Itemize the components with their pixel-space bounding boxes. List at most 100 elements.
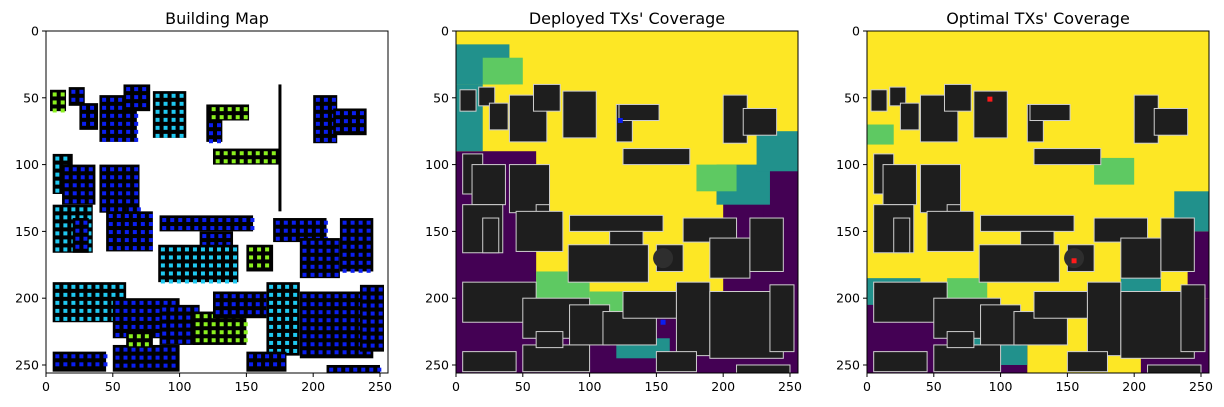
building xyxy=(152,91,187,138)
transmitter-marker xyxy=(660,319,666,325)
grid-marker xyxy=(310,294,315,299)
grid-marker xyxy=(55,207,60,212)
grid-marker xyxy=(134,87,139,92)
grid-marker xyxy=(178,339,183,344)
grid-marker xyxy=(116,230,121,235)
grid-marker xyxy=(147,324,152,329)
grid-marker xyxy=(326,240,331,245)
grid-marker xyxy=(119,292,124,297)
y-tick-label: 200 xyxy=(15,291,39,306)
grid-marker xyxy=(217,139,221,144)
y-tick-label: 50 xyxy=(433,90,449,105)
grid-marker xyxy=(233,263,238,268)
building xyxy=(946,331,975,349)
grid-marker xyxy=(318,350,323,355)
grid-marker xyxy=(155,117,160,122)
building xyxy=(873,351,928,373)
grid-marker xyxy=(118,207,123,212)
grid-marker xyxy=(239,294,244,299)
grid-marker xyxy=(211,338,216,343)
grid-marker xyxy=(79,316,84,321)
grid-marker xyxy=(200,247,205,252)
grid-marker xyxy=(307,228,312,233)
x-tick-label: 100 xyxy=(168,379,192,394)
grid-marker xyxy=(366,236,371,241)
grid-marker xyxy=(269,316,274,321)
grid-marker xyxy=(132,230,137,235)
x-tick-label: 50 xyxy=(515,379,531,394)
grid-marker xyxy=(243,115,248,120)
y-tick-label: 0 xyxy=(852,24,860,39)
grid-marker xyxy=(342,318,347,323)
grid-marker xyxy=(277,292,282,297)
grid-marker xyxy=(171,363,176,368)
building xyxy=(359,284,384,352)
grid-marker xyxy=(326,256,331,261)
grid-marker xyxy=(366,244,371,249)
grid-marker xyxy=(186,218,191,223)
grid-marker xyxy=(79,362,84,367)
grid-marker xyxy=(192,255,197,260)
grid-marker xyxy=(88,199,93,204)
grid-marker xyxy=(233,255,238,260)
grid-marker xyxy=(345,367,350,372)
grid-marker xyxy=(310,264,315,269)
grid-marker xyxy=(342,334,347,339)
grid-marker xyxy=(370,303,375,308)
grid-marker xyxy=(350,334,355,339)
grid-marker xyxy=(82,105,87,110)
grid-marker xyxy=(79,97,84,102)
grid-marker xyxy=(102,183,107,188)
grid-marker xyxy=(208,247,213,252)
grid-marker xyxy=(170,323,175,328)
grid-marker xyxy=(131,347,136,352)
grid-marker xyxy=(310,310,315,315)
grid-marker xyxy=(342,326,347,331)
grid-marker xyxy=(323,129,328,134)
grid-marker xyxy=(203,330,208,335)
y-tick-label: 150 xyxy=(425,224,449,239)
grid-marker xyxy=(186,315,191,320)
y-tick-label: 250 xyxy=(15,357,39,372)
y-tick-label: 50 xyxy=(23,90,39,105)
building xyxy=(1160,217,1195,272)
grid-marker xyxy=(171,133,176,138)
grid-marker xyxy=(326,310,331,315)
grid-marker xyxy=(63,362,68,367)
grid-marker xyxy=(95,284,100,289)
grid-marker xyxy=(350,236,355,241)
grid-marker xyxy=(263,159,268,164)
grid-marker xyxy=(302,342,307,347)
grid-marker xyxy=(162,331,167,336)
grid-marker xyxy=(215,302,220,307)
grid-marker xyxy=(148,238,153,243)
grid-marker xyxy=(310,342,315,347)
grid-marker xyxy=(194,218,199,223)
grid-marker xyxy=(102,113,107,118)
grid-marker xyxy=(178,218,183,223)
grid-marker xyxy=(79,89,84,94)
grid-marker xyxy=(358,260,363,265)
grid-marker xyxy=(315,113,320,118)
grid-marker xyxy=(170,307,175,312)
grid-marker xyxy=(293,284,298,289)
grid-marker xyxy=(52,108,57,113)
grid-marker xyxy=(123,316,128,321)
grid-marker xyxy=(202,218,207,223)
grid-marker xyxy=(136,334,141,339)
grid-marker xyxy=(124,238,129,243)
grid-marker xyxy=(118,105,123,110)
grid-marker xyxy=(334,294,339,299)
grid-marker xyxy=(307,220,312,225)
grid-marker xyxy=(108,246,113,251)
grid-marker xyxy=(178,323,183,328)
grid-marker xyxy=(350,268,355,273)
plot-frame xyxy=(455,30,799,374)
grid-marker xyxy=(168,279,173,284)
grid-marker xyxy=(323,220,328,225)
grid-marker xyxy=(315,105,320,110)
grid-marker xyxy=(184,263,189,268)
grid-marker xyxy=(186,339,191,344)
grid-marker xyxy=(162,307,167,312)
grid-marker xyxy=(310,272,315,277)
